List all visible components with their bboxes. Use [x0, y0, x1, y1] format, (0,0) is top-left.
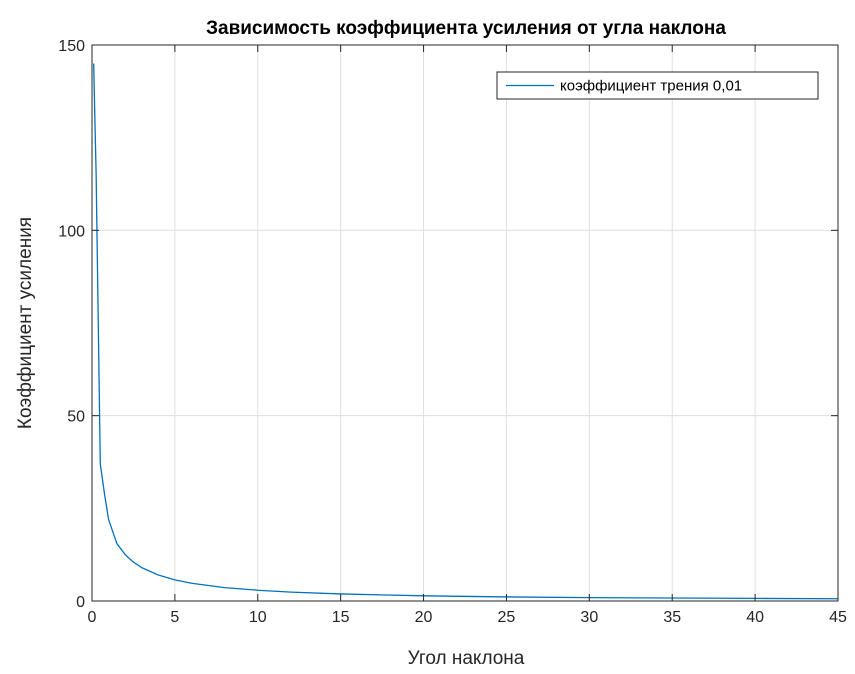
series-line-0 — [93, 63, 839, 600]
legend: коэффициент трения 0,01 — [496, 71, 819, 100]
legend-entry-0: коэффициент трения 0,01 — [560, 78, 742, 95]
y-tick-label: 100 — [58, 223, 85, 240]
y-tick-label: 50 — [67, 409, 85, 426]
x-tick-label: 35 — [663, 609, 681, 626]
x-tick-label: 20 — [415, 609, 433, 626]
x-tick-label: 30 — [580, 609, 598, 626]
x-tick-label: 15 — [332, 609, 350, 626]
chart-title: Зависимость коэффициента усиления от угл… — [206, 18, 726, 39]
x-tick-label: 10 — [249, 609, 267, 626]
x-tick-label: 40 — [746, 609, 764, 626]
x-tick-label: 45 — [829, 609, 847, 626]
y-tick-label: 0 — [76, 594, 85, 611]
x-tick-label: 25 — [498, 609, 516, 626]
y-tick-label: 150 — [58, 38, 85, 55]
ticks: 0 5 10 15 20 25 30 35 40 45 0 50 100 150 — [58, 38, 847, 626]
y-axis-label: Коэффициент усиления — [15, 217, 36, 429]
x-tick-label: 5 — [170, 609, 179, 626]
plot-area-border — [91, 44, 839, 602]
x-tick-label: 0 — [88, 609, 97, 626]
grid — [92, 45, 838, 601]
series-layer — [93, 63, 839, 600]
x-axis-label: Угол наклона — [408, 648, 525, 669]
